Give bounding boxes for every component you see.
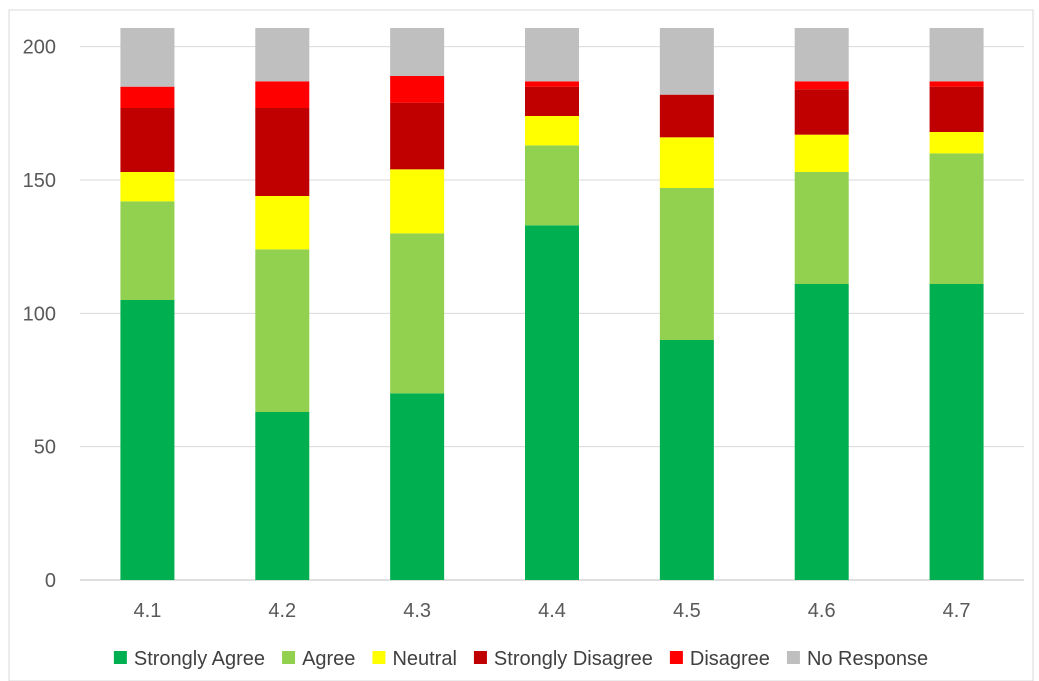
bar-segment-disagree-4.6 — [794, 81, 849, 90]
bar-segment-no-response-4.2 — [255, 28, 310, 82]
legend-item: Disagree — [669, 648, 770, 670]
legend-item: No Response — [786, 648, 928, 670]
legend-item: Agree — [282, 648, 355, 670]
legend-swatch — [282, 651, 296, 664]
legend-label: Disagree — [690, 648, 770, 670]
bar-segment-neutral-4.1 — [120, 172, 175, 202]
bar-segment-strongly-disagree-4.4 — [525, 86, 579, 116]
bar-segment-neutral-4.4 — [525, 116, 579, 146]
bar-segment-disagree-4.1 — [120, 86, 175, 108]
y-tick-label: 200 — [23, 37, 56, 59]
bar-segment-strongly-disagree-4.1 — [120, 108, 175, 172]
bar-segment-no-response-4.6 — [794, 28, 849, 82]
bar-segment-strongly-disagree-4.5 — [659, 94, 714, 138]
y-tick-label: 50 — [34, 437, 56, 459]
bar-segment-disagree-4.2 — [255, 81, 310, 108]
bar-segment-strongly-agree-4.3 — [390, 393, 445, 580]
legend-label: Neutral — [392, 648, 456, 670]
legend-swatch — [669, 651, 683, 664]
bar-segment-strongly-disagree-4.2 — [255, 108, 310, 196]
bar-segment-strongly-agree-4.2 — [255, 412, 310, 580]
x-tick-label: 4.7 — [943, 600, 971, 622]
legend-label: No Response — [807, 648, 928, 670]
legend: Strongly Agree Agree Neutral Strongly Disag… — [113, 648, 928, 670]
x-tick-label: 4.2 — [268, 600, 296, 622]
bar-segment-no-response-4.5 — [659, 28, 714, 95]
bar-segment-strongly-agree-4.1 — [120, 300, 175, 580]
bar-segment-agree-4.3 — [390, 233, 445, 394]
bar-segment-strongly-disagree-4.7 — [929, 86, 984, 132]
bar-segment-neutral-4.7 — [929, 132, 984, 154]
legend-label: Agree — [302, 648, 355, 670]
legend-label: Strongly Agree — [134, 648, 265, 670]
x-tick-label: 4.4 — [538, 600, 566, 622]
x-tick-label: 4.6 — [808, 600, 836, 622]
bar-segment-strongly-agree-4.5 — [659, 340, 714, 580]
bar-segment-neutral-4.6 — [794, 134, 849, 172]
bar-segment-strongly-agree-4.7 — [929, 284, 984, 580]
y-tick-label: 0 — [45, 570, 56, 592]
bar-segment-no-response-4.3 — [390, 28, 445, 76]
bar-segment-agree-4.6 — [794, 172, 849, 284]
bar-segment-agree-4.1 — [120, 201, 175, 300]
bars — [120, 28, 984, 581]
y-tick-label: 100 — [23, 303, 56, 325]
legend-swatch — [473, 651, 487, 664]
legend-swatch — [372, 651, 386, 664]
bar-segment-disagree-4.7 — [929, 81, 984, 87]
bar-segment-agree-4.4 — [525, 145, 579, 226]
bar-segment-strongly-agree-4.6 — [794, 284, 849, 580]
bar-segment-disagree-4.4 — [525, 81, 579, 87]
bar-segment-agree-4.7 — [929, 153, 984, 284]
chart-border — [8, 9, 1034, 681]
legend-item: Strongly Disagree — [473, 648, 653, 670]
axes: 0 50 100 150 200 4.1 4.2 4.3 4.4 4.5 4.6 4.7 — [23, 37, 971, 622]
bar-segment-strongly-disagree-4.3 — [390, 102, 445, 170]
bar-segment-no-response-4.7 — [929, 28, 984, 82]
x-tick-label: 4.1 — [134, 600, 162, 622]
bar-segment-disagree-4.3 — [390, 76, 445, 103]
bar-segment-agree-4.2 — [255, 249, 310, 412]
bar-segment-neutral-4.2 — [255, 196, 310, 250]
legend-swatch — [113, 651, 127, 664]
y-tick-label: 150 — [23, 170, 56, 192]
x-tick-label: 4.5 — [673, 600, 701, 622]
bar-segment-strongly-agree-4.4 — [525, 225, 579, 581]
bar-segment-strongly-disagree-4.6 — [794, 89, 849, 135]
legend-label: Strongly Disagree — [494, 648, 653, 670]
bar-segment-agree-4.5 — [659, 188, 714, 340]
bar-segment-neutral-4.3 — [390, 169, 445, 234]
legend-item: Neutral — [372, 648, 457, 670]
bar-segment-no-response-4.1 — [120, 28, 175, 87]
legend-swatch — [786, 651, 800, 664]
bar-segment-no-response-4.4 — [525, 28, 579, 82]
bar-segment-neutral-4.5 — [659, 137, 714, 188]
x-tick-label: 4.3 — [403, 600, 431, 622]
legend-item: Strongly Agree — [113, 648, 265, 670]
